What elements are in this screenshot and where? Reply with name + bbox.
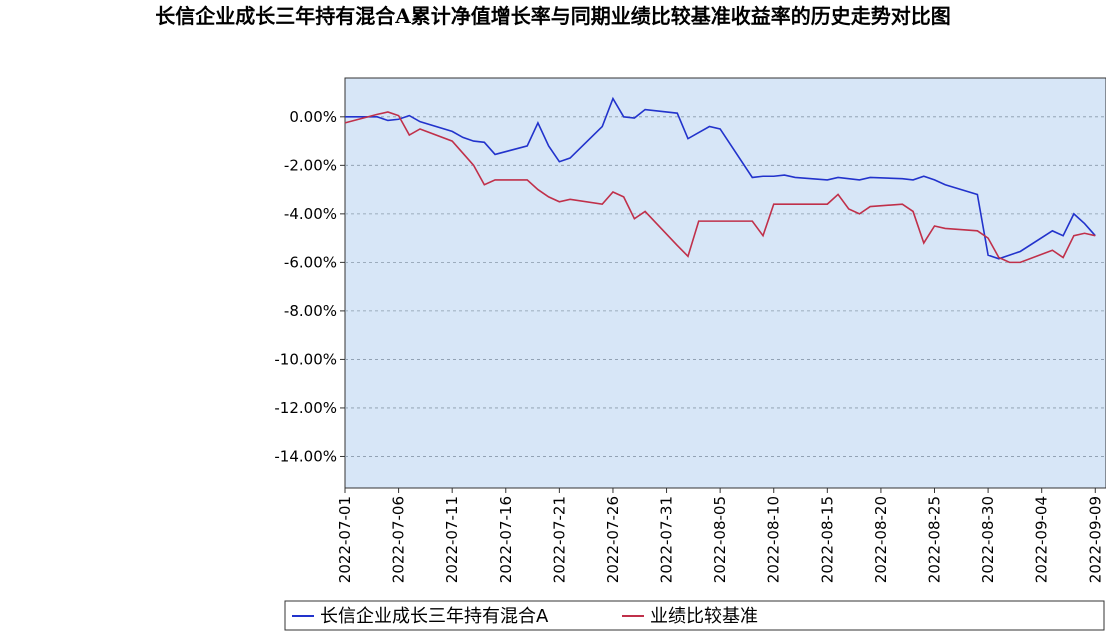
x-tick-label: 2022-07-11 [443, 496, 461, 583]
y-tick-label: -8.00% [284, 302, 337, 320]
legend-label: 业绩比较基准 [650, 606, 758, 627]
x-tick-label: 2022-07-16 [497, 496, 515, 583]
y-tick-label: 0.00% [289, 108, 337, 126]
legend-label: 长信企业成长三年持有混合A [320, 606, 549, 627]
x-tick-label: 2022-09-04 [1033, 496, 1051, 583]
x-tick-label: 2022-07-26 [604, 496, 622, 583]
x-tick-label: 2022-07-06 [390, 496, 408, 583]
y-tick-label: -2.00% [284, 156, 337, 174]
x-tick-label: 2022-08-25 [926, 496, 944, 583]
plot-area [345, 78, 1106, 488]
page: 长信企业成长三年持有混合A累计净值增长率与同期业绩比较基准收益率的历史走势对比图… [0, 0, 1106, 632]
x-tick-label: 2022-08-05 [711, 496, 729, 583]
x-tick-label: 2022-07-31 [658, 496, 676, 583]
x-tick-label: 2022-08-15 [818, 496, 836, 583]
x-tick-label: 2022-07-21 [550, 496, 568, 583]
x-tick-label: 2022-07-01 [336, 496, 354, 583]
x-tick-label: 2022-08-10 [765, 496, 783, 583]
y-tick-label: -4.00% [284, 205, 337, 223]
y-tick-label: -12.00% [274, 399, 337, 417]
x-tick-label: 2022-09-09 [1086, 496, 1104, 583]
y-tick-label: -10.00% [274, 350, 337, 368]
x-tick-label: 2022-08-20 [872, 496, 890, 583]
chart: 0.00% -2.00% -4.00% -6.00% -8.00% -10.00% -12.… [0, 0, 1106, 632]
y-tick-label: -6.00% [284, 253, 337, 271]
y-tick-label: -14.00% [274, 447, 337, 465]
x-tick-label: 2022-08-30 [979, 496, 997, 583]
